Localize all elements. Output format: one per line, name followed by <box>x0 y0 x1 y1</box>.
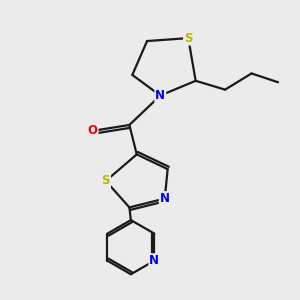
Text: O: O <box>88 124 98 137</box>
Text: N: N <box>160 192 170 205</box>
Text: N: N <box>149 254 159 267</box>
Text: S: S <box>184 32 193 45</box>
Text: S: S <box>102 174 110 188</box>
Text: N: N <box>155 89 165 102</box>
